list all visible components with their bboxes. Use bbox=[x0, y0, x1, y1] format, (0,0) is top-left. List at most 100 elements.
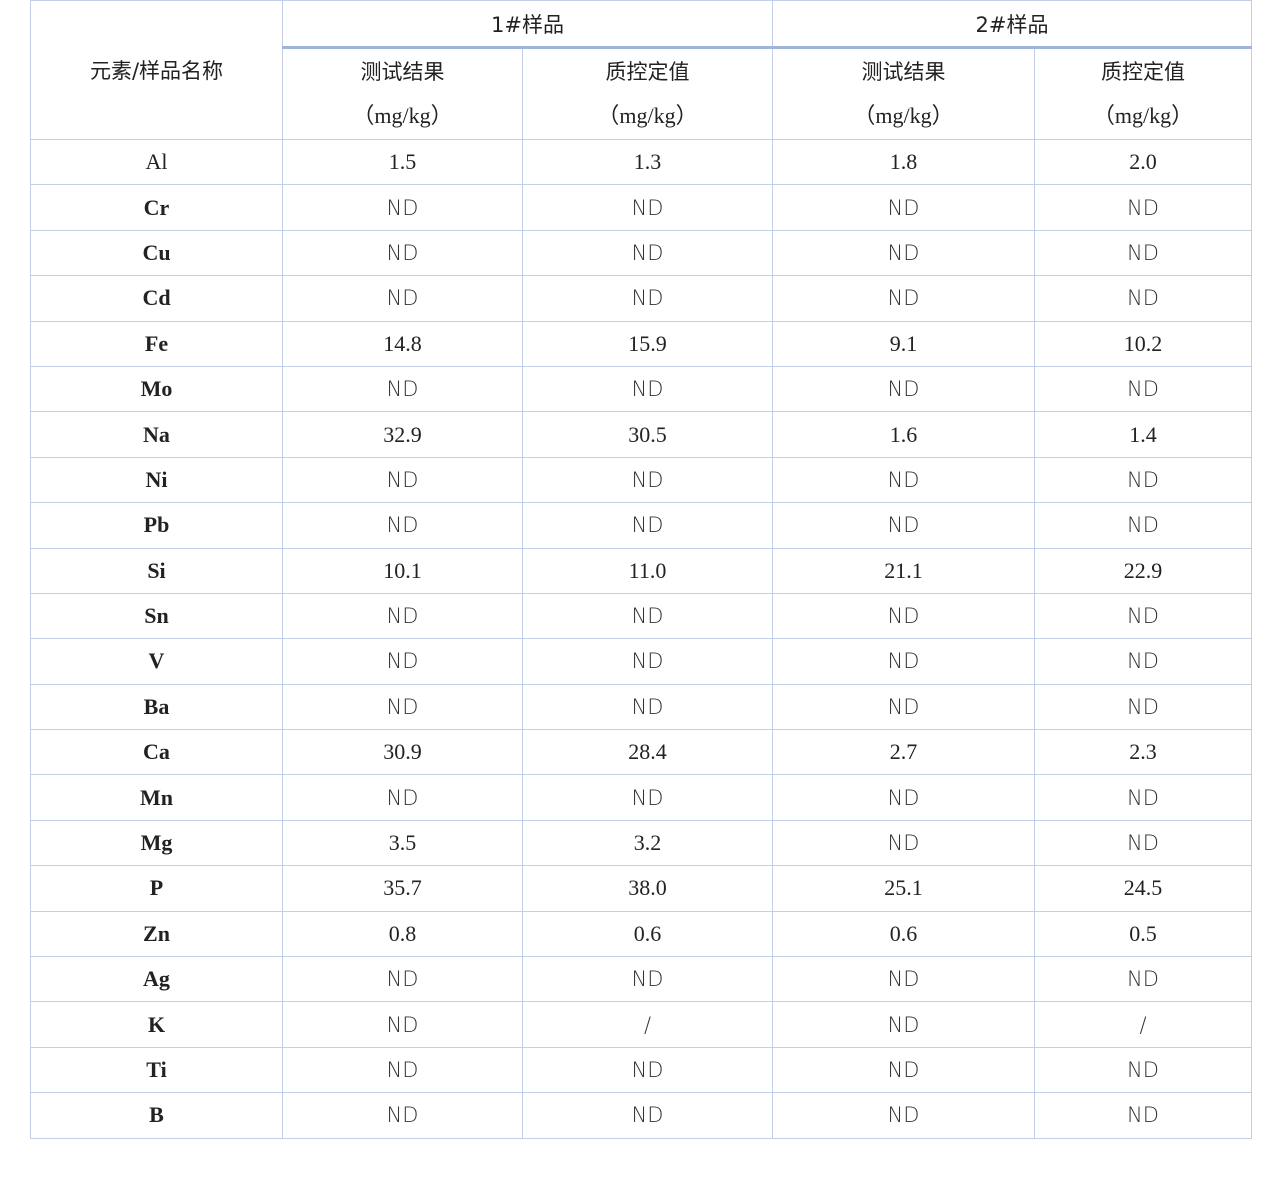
column-header: 质控定值 （mg/kg） bbox=[522, 47, 773, 140]
value-cell: ND bbox=[1034, 638, 1252, 685]
value-cell: ND bbox=[772, 1046, 1035, 1094]
value-cell: ND bbox=[1034, 184, 1252, 231]
value-cell: 0.6 bbox=[522, 910, 773, 958]
value-cell: ND bbox=[772, 365, 1035, 413]
element-name: Ca bbox=[30, 729, 283, 776]
value-cell: 2.7 bbox=[772, 729, 1035, 776]
value-cell: ND bbox=[522, 229, 773, 277]
value-cell: 1.4 bbox=[1034, 411, 1252, 458]
value-cell: 14.8 bbox=[282, 320, 523, 367]
element-name: Ti bbox=[30, 1046, 283, 1094]
column-unit: （mg/kg） bbox=[597, 103, 698, 128]
results-table: 元素/样品名称 1#样品 2#样品 测试结果 （mg/kg） 质控定值 （mg/kg） 测试结… bbox=[30, 0, 1252, 1139]
value-cell: ND bbox=[772, 956, 1035, 1003]
value-cell: ND bbox=[282, 1046, 523, 1094]
value-cell: ND bbox=[282, 456, 523, 504]
value-cell: ND bbox=[772, 774, 1035, 821]
value-cell: ND bbox=[522, 638, 773, 685]
data-row: Sn ND ND ND ND bbox=[30, 592, 1252, 640]
column-unit: （mg/kg） bbox=[1092, 103, 1194, 128]
value-cell: ND bbox=[522, 774, 773, 821]
value-cell: / bbox=[522, 1001, 773, 1048]
value-cell: ND bbox=[772, 1001, 1035, 1048]
value-cell: ND bbox=[772, 184, 1035, 231]
element-name: Fe bbox=[30, 320, 283, 367]
value-cell: ND bbox=[522, 456, 773, 504]
value-cell: 1.5 bbox=[282, 138, 523, 186]
element-name: Sn bbox=[30, 592, 283, 640]
element-name: V bbox=[30, 638, 283, 685]
data-row: Mo ND ND ND ND bbox=[30, 365, 1252, 413]
value-cell: 1.8 bbox=[772, 138, 1035, 186]
data-row: Si 10.1 11.0 21.1 22.9 bbox=[30, 547, 1252, 594]
data-row: V ND ND ND ND bbox=[30, 638, 1252, 685]
value-cell: ND bbox=[1034, 275, 1252, 322]
element-name: Na bbox=[30, 411, 283, 458]
data-row: Al 1.5 1.3 1.8 2.0 bbox=[30, 138, 1252, 186]
column-header: 质控定值 （mg/kg） bbox=[1034, 47, 1252, 140]
column-header: 测试结果 （mg/kg） bbox=[772, 47, 1035, 140]
value-cell: ND bbox=[522, 1046, 773, 1094]
element-name: Zn bbox=[30, 910, 283, 958]
element-name: Cu bbox=[30, 229, 283, 277]
value-cell: 24.5 bbox=[1034, 865, 1252, 912]
element-name: P bbox=[30, 865, 283, 912]
column-label: 测试结果 bbox=[360, 60, 445, 84]
group-header: 2#样品 bbox=[772, 0, 1252, 49]
value-cell: ND bbox=[772, 683, 1035, 731]
data-row: Ti ND ND ND ND bbox=[30, 1046, 1252, 1094]
value-cell: ND bbox=[282, 638, 523, 685]
element-name: Mg bbox=[30, 819, 283, 867]
value-cell: 9.1 bbox=[772, 320, 1035, 367]
value-cell: 35.7 bbox=[282, 865, 523, 912]
value-cell: ND bbox=[1034, 229, 1252, 277]
data-row: Cu ND ND ND ND bbox=[30, 229, 1252, 277]
value-cell: 25.1 bbox=[772, 865, 1035, 912]
data-row: Cd ND ND ND ND bbox=[30, 275, 1252, 322]
value-cell: 2.3 bbox=[1034, 729, 1252, 776]
value-cell: ND bbox=[772, 502, 1035, 549]
value-cell: ND bbox=[282, 275, 523, 322]
value-cell: ND bbox=[282, 1092, 523, 1139]
value-cell: 11.0 bbox=[522, 547, 773, 594]
column-unit: （mg/kg） bbox=[352, 103, 453, 128]
value-cell: ND bbox=[282, 184, 523, 231]
element-name: Mn bbox=[30, 774, 283, 821]
value-cell: ND bbox=[772, 819, 1035, 867]
data-row: Ag ND ND ND ND bbox=[30, 956, 1252, 1003]
data-row: Mn ND ND ND ND bbox=[30, 774, 1252, 821]
data-row: Fe 14.8 15.9 9.1 10.2 bbox=[30, 320, 1252, 367]
column-unit: （mg/kg） bbox=[853, 103, 954, 128]
value-cell: 10.1 bbox=[282, 547, 523, 594]
value-cell: 38.0 bbox=[522, 865, 773, 912]
value-cell: ND bbox=[522, 683, 773, 731]
value-cell: ND bbox=[772, 1092, 1035, 1139]
element-name: B bbox=[30, 1092, 283, 1139]
element-name: Cr bbox=[30, 184, 283, 231]
value-cell: ND bbox=[1034, 502, 1252, 549]
column-header: 测试结果 （mg/kg） bbox=[282, 47, 523, 140]
value-cell: ND bbox=[772, 229, 1035, 277]
corner-header: 元素/样品名称 bbox=[30, 0, 283, 140]
data-row: Na 32.9 30.5 1.6 1.4 bbox=[30, 411, 1252, 458]
element-name: Ba bbox=[30, 683, 283, 731]
value-cell: ND bbox=[522, 184, 773, 231]
value-cell: 0.6 bbox=[772, 910, 1035, 958]
element-name: Pb bbox=[30, 502, 283, 549]
value-cell: ND bbox=[1034, 456, 1252, 504]
value-cell: ND bbox=[522, 365, 773, 413]
element-name: Ag bbox=[30, 956, 283, 1003]
value-cell: ND bbox=[282, 683, 523, 731]
value-cell: ND bbox=[282, 229, 523, 277]
column-label: 测试结果 bbox=[861, 60, 946, 84]
value-cell: 22.9 bbox=[1034, 547, 1252, 594]
value-cell: ND bbox=[772, 456, 1035, 504]
value-cell: ND bbox=[282, 592, 523, 640]
value-cell: 1.3 bbox=[522, 138, 773, 186]
value-cell: 0.8 bbox=[282, 910, 523, 958]
value-cell: 21.1 bbox=[772, 547, 1035, 594]
value-cell: / bbox=[1034, 1001, 1252, 1048]
data-row: B ND ND ND ND bbox=[30, 1092, 1252, 1139]
data-row: Zn 0.8 0.6 0.6 0.5 bbox=[30, 910, 1252, 958]
